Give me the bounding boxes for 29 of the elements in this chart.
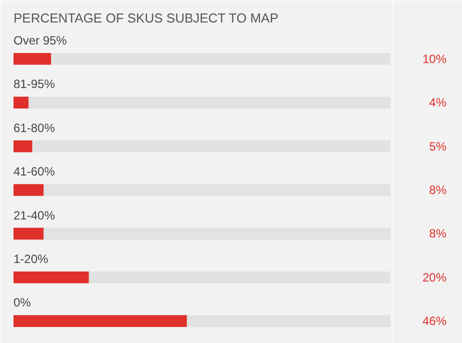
bar xyxy=(186,315,390,327)
data-label: 8% xyxy=(429,226,447,241)
bar xyxy=(14,184,44,196)
y-tick-label: 1-20% xyxy=(14,252,49,266)
bar xyxy=(32,140,390,152)
bar xyxy=(14,140,32,152)
y-tick-label: Over 95% xyxy=(14,34,68,48)
bar xyxy=(14,96,29,108)
y-tick-label: 61-80% xyxy=(14,120,56,135)
bar xyxy=(14,315,187,327)
data-label: 10% xyxy=(422,52,447,66)
y-tick-label: 81-95% xyxy=(14,77,56,92)
chart-title: PERCENTAGE OF SKUS SUBJECT TO MAP xyxy=(14,10,278,26)
data-label: 46% xyxy=(422,314,447,328)
data-label: 20% xyxy=(422,270,447,284)
bar xyxy=(51,53,390,65)
bar xyxy=(14,53,52,65)
bar xyxy=(44,184,390,196)
y-tick-label: 0% xyxy=(14,296,32,310)
bar xyxy=(28,96,390,108)
bar xyxy=(14,228,44,240)
y-tick-label: 21-40% xyxy=(14,208,56,222)
data-label: 4% xyxy=(429,96,447,110)
bar xyxy=(44,228,390,240)
data-label: 8% xyxy=(429,182,447,197)
y-tick-label: 41-60% xyxy=(14,164,56,179)
bar xyxy=(14,271,89,284)
data-label: 5% xyxy=(429,139,447,154)
bar xyxy=(88,271,390,284)
